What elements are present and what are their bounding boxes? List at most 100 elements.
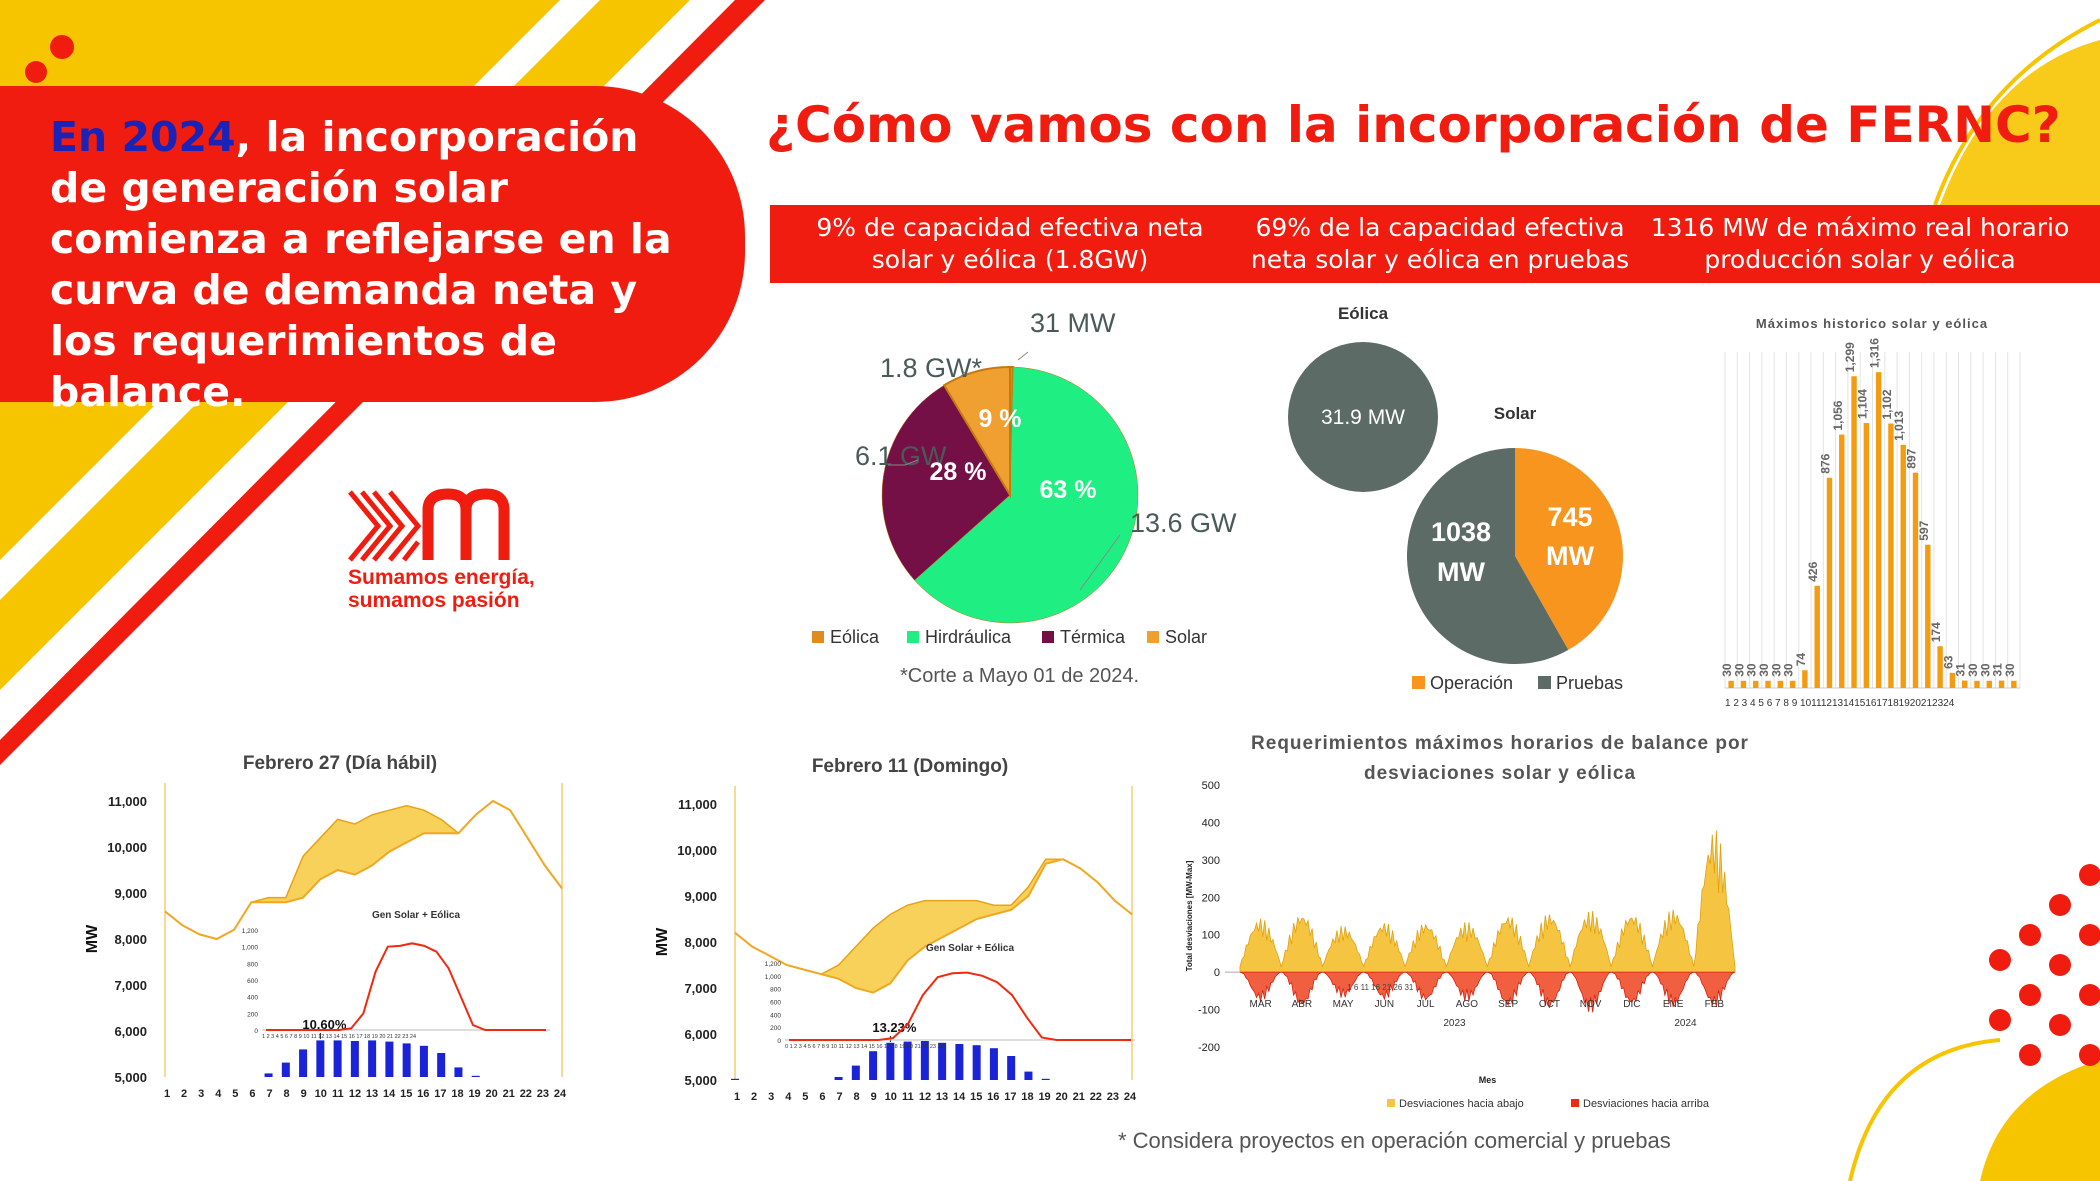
day-chart-xtick: 1	[164, 1088, 170, 1100]
demand-band-area	[734, 858, 1133, 994]
legend-label-térmica: Térmica	[1060, 627, 1126, 647]
req-month-ago: AGO	[1456, 999, 1478, 1010]
share-bar-8	[281, 1062, 290, 1077]
decor-dot	[1989, 1009, 2011, 1031]
max-bar-label-2: 30	[1732, 663, 1746, 677]
max-bar-label-17: 597	[1917, 520, 1931, 540]
decor-dot	[2049, 1014, 2071, 1036]
footnote: * Considera proyectos en operación comer…	[1118, 1128, 1671, 1153]
day-chart-xtick: 16	[417, 1088, 429, 1100]
share-bar-19	[1041, 1078, 1050, 1080]
req-ytick: -200	[1198, 1042, 1220, 1054]
day-chart-ylabel: MW	[84, 924, 101, 953]
max-bar-3	[1753, 680, 1759, 688]
day-chart-xtick: 14	[953, 1091, 966, 1103]
solar-operacion-unit: MW	[1546, 541, 1594, 571]
req-ytick: 300	[1202, 855, 1220, 867]
day-chart-xtick: 22	[1090, 1091, 1102, 1103]
decor-dot	[1989, 949, 2011, 971]
max-bar-label-7: 74	[1794, 653, 1808, 667]
day-chart-xtick: 21	[1073, 1091, 1085, 1103]
inset-xticks: 1 2 3 4 5 6 7 8 9 10 11 12 13 14 15 16 1…	[262, 1034, 416, 1040]
day-chart-xtick: 7	[836, 1091, 842, 1103]
max-bar-5	[1777, 680, 1784, 688]
leader-line-termica	[888, 459, 919, 466]
band-stat-maximo: 1316 MW de máximo real horario producció…	[1650, 213, 2070, 274]
xm-logo	[348, 488, 510, 562]
req-legend-abajo: Desviaciones hacia abajo	[1399, 1098, 1524, 1110]
pie-pct-hirdráulica: 63 %	[1040, 476, 1097, 504]
share-bar-11	[333, 1040, 342, 1077]
headline-box	[0, 86, 745, 402]
day-chart-xtick: 23	[1107, 1091, 1119, 1103]
req-ytick: 0	[1214, 967, 1220, 979]
day-chart-xtick: 13	[936, 1091, 948, 1103]
share-bar-13	[938, 1042, 947, 1080]
max-chart-title: Máximos historico solar y eólica	[1756, 316, 1988, 331]
day-chart-xtick: 18	[451, 1088, 463, 1100]
day-chart-ytick: 10,000	[677, 843, 717, 858]
req-month-abr: ABR	[1292, 999, 1313, 1010]
pie-label-térmica: 6.1 GW	[855, 441, 947, 471]
share-bar-16	[419, 1045, 428, 1077]
share-bar-max-label: 10.60%	[302, 1017, 347, 1032]
day-chart-xtick: 22	[520, 1088, 532, 1100]
max-bar-22	[1986, 680, 1992, 688]
share-bar-9	[299, 1049, 308, 1077]
max-bar-label-23: 31	[1991, 663, 2005, 677]
inset-gen-line	[266, 942, 546, 1031]
max-bar-label-20: 31	[1954, 663, 1968, 677]
max-bar-label-3: 30	[1745, 663, 1759, 677]
req-ytick: 200	[1202, 892, 1220, 904]
pie-slice-hirdráulica	[914, 366, 1139, 624]
share-bar-17	[437, 1053, 446, 1077]
max-bar-label-11: 1,299	[1843, 342, 1857, 372]
req-year-2024: 2024	[1674, 1018, 1697, 1029]
max-bar-4	[1765, 680, 1771, 688]
req-ytick: 500	[1202, 780, 1220, 792]
req-title-line2: desviaciones solar y eólica	[1364, 763, 1636, 784]
day-chart-xtick: 19	[468, 1088, 480, 1100]
max-bar-label-21: 30	[1966, 663, 1980, 677]
max-bar-label-9: 876	[1818, 453, 1832, 473]
req-month-ene: ENE	[1663, 999, 1684, 1010]
requerimientos-chart: Requerimientos máximos horarios de balan…	[1185, 733, 1748, 1110]
day-chart-xtick: 6	[249, 1088, 255, 1100]
day-chart-xtick: 12	[349, 1088, 361, 1100]
req-month-sep: SEP	[1498, 999, 1518, 1010]
solar-pruebas-unit: MW	[1437, 557, 1485, 587]
capacity-note: *Corte a Mayo 01 de 2024.	[900, 665, 1140, 687]
day-chart-ytick: 11,000	[108, 794, 147, 809]
legend-swatch-pruebas	[1538, 676, 1551, 689]
day-chart-xtick: 20	[1056, 1091, 1068, 1103]
legend-swatch-eólica	[812, 631, 824, 643]
solar-operacion-value: 745	[1547, 502, 1592, 532]
max-chart-xticks: 1 2 3 4 5 6 7 8 9 1011121314151617181920…	[1725, 698, 1955, 709]
max-bar-9	[1826, 477, 1833, 688]
day-chart-xtick: 4	[215, 1088, 222, 1100]
day-chart-xtick: 3	[198, 1088, 204, 1100]
share-bar-17	[1007, 1056, 1016, 1080]
req-legend-swatch-abajo	[1387, 1099, 1395, 1107]
day-chart-xtick: 12	[919, 1091, 931, 1103]
inset-ytick: 600	[247, 978, 258, 985]
day-chart-ytick: 9,000	[114, 886, 147, 901]
share-bar-8	[851, 1065, 860, 1080]
pie-pct-térmica: 28 %	[930, 458, 987, 486]
band-stat-pruebas: 69% de la capacidad efectiva neta solar …	[1250, 213, 1630, 274]
inset-ytick: 1,000	[242, 945, 259, 952]
decor-dot	[2079, 924, 2100, 946]
eolica-title: Eólica	[1338, 304, 1389, 323]
legend-swatch-térmica	[1042, 631, 1054, 643]
max-bar-label-18: 174	[1929, 622, 1943, 642]
solar-eolica-pies: Eólica 31.9 MW Solar 745 MW 1038 MW Operación Pr…	[1288, 304, 1623, 693]
pie-pct-solar: 9 %	[978, 405, 1021, 433]
day-chart-ytick: 5,000	[684, 1073, 717, 1088]
solar-pruebas-value: 1038	[1431, 517, 1491, 547]
day-chart-xtick: 18	[1021, 1091, 1033, 1103]
solar-slice-operacion	[1515, 448, 1623, 650]
day-chart-xtick: 15	[400, 1088, 412, 1100]
inset-title: Gen Solar + Eólica	[372, 910, 461, 921]
req-year-2023: 2023	[1443, 1018, 1466, 1029]
req-month-dic: DIC	[1623, 999, 1640, 1010]
